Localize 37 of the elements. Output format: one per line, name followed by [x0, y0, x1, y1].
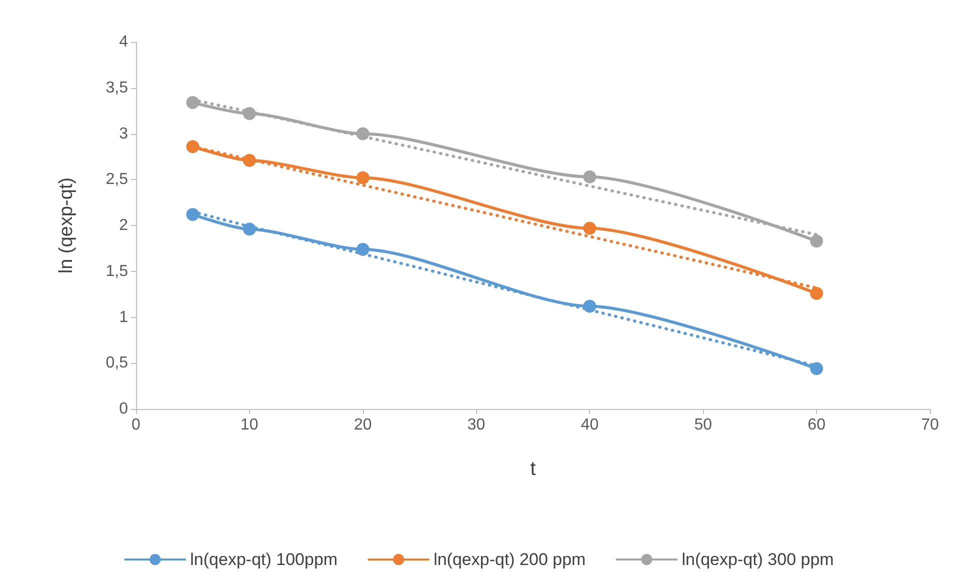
point — [583, 222, 596, 235]
point — [810, 286, 824, 300]
point — [356, 242, 370, 256]
y-tick-label: 2 — [119, 217, 128, 234]
legend-label: ln(qexp-qt) 100ppm — [190, 550, 338, 569]
x-tick-label: 50 — [694, 416, 712, 434]
point — [186, 140, 200, 154]
point — [186, 96, 200, 110]
x-tick-label: 10 — [240, 416, 258, 434]
x-tick-label: 60 — [808, 416, 826, 434]
point — [583, 170, 596, 184]
point — [242, 107, 256, 120]
y-tick-label: 3 — [119, 125, 128, 142]
point — [583, 300, 596, 313]
y-tick-label: 0,5 — [106, 354, 128, 372]
x-tick-label: 30 — [467, 416, 486, 434]
x-tick-label: 0 — [132, 416, 141, 434]
x-tick-label: 20 — [354, 416, 372, 434]
point — [186, 208, 200, 221]
point — [242, 154, 256, 167]
y-tick-label: 2,5 — [106, 171, 128, 188]
point — [810, 234, 824, 248]
x-tick-label: 40 — [580, 416, 599, 434]
point — [810, 362, 824, 376]
legend-label: ln(qexp-qt) 300 ppm — [682, 550, 834, 569]
y-axis-title: ln (qexp-qt) — [56, 177, 77, 274]
y-tick-label: 4 — [119, 34, 128, 50]
y-tick-label: 1 — [119, 308, 128, 326]
point — [356, 171, 370, 184]
x-tick-label: 70 — [921, 416, 939, 434]
y-tick-label: 0 — [119, 400, 128, 418]
point — [242, 222, 256, 236]
x-axis-title: t — [530, 458, 536, 480]
point — [356, 127, 370, 140]
legend-label: ln(qexp-qt) 200 ppm — [434, 550, 586, 569]
y-tick-label: 1,5 — [106, 262, 128, 280]
y-tick-label: 3,5 — [106, 79, 128, 96]
